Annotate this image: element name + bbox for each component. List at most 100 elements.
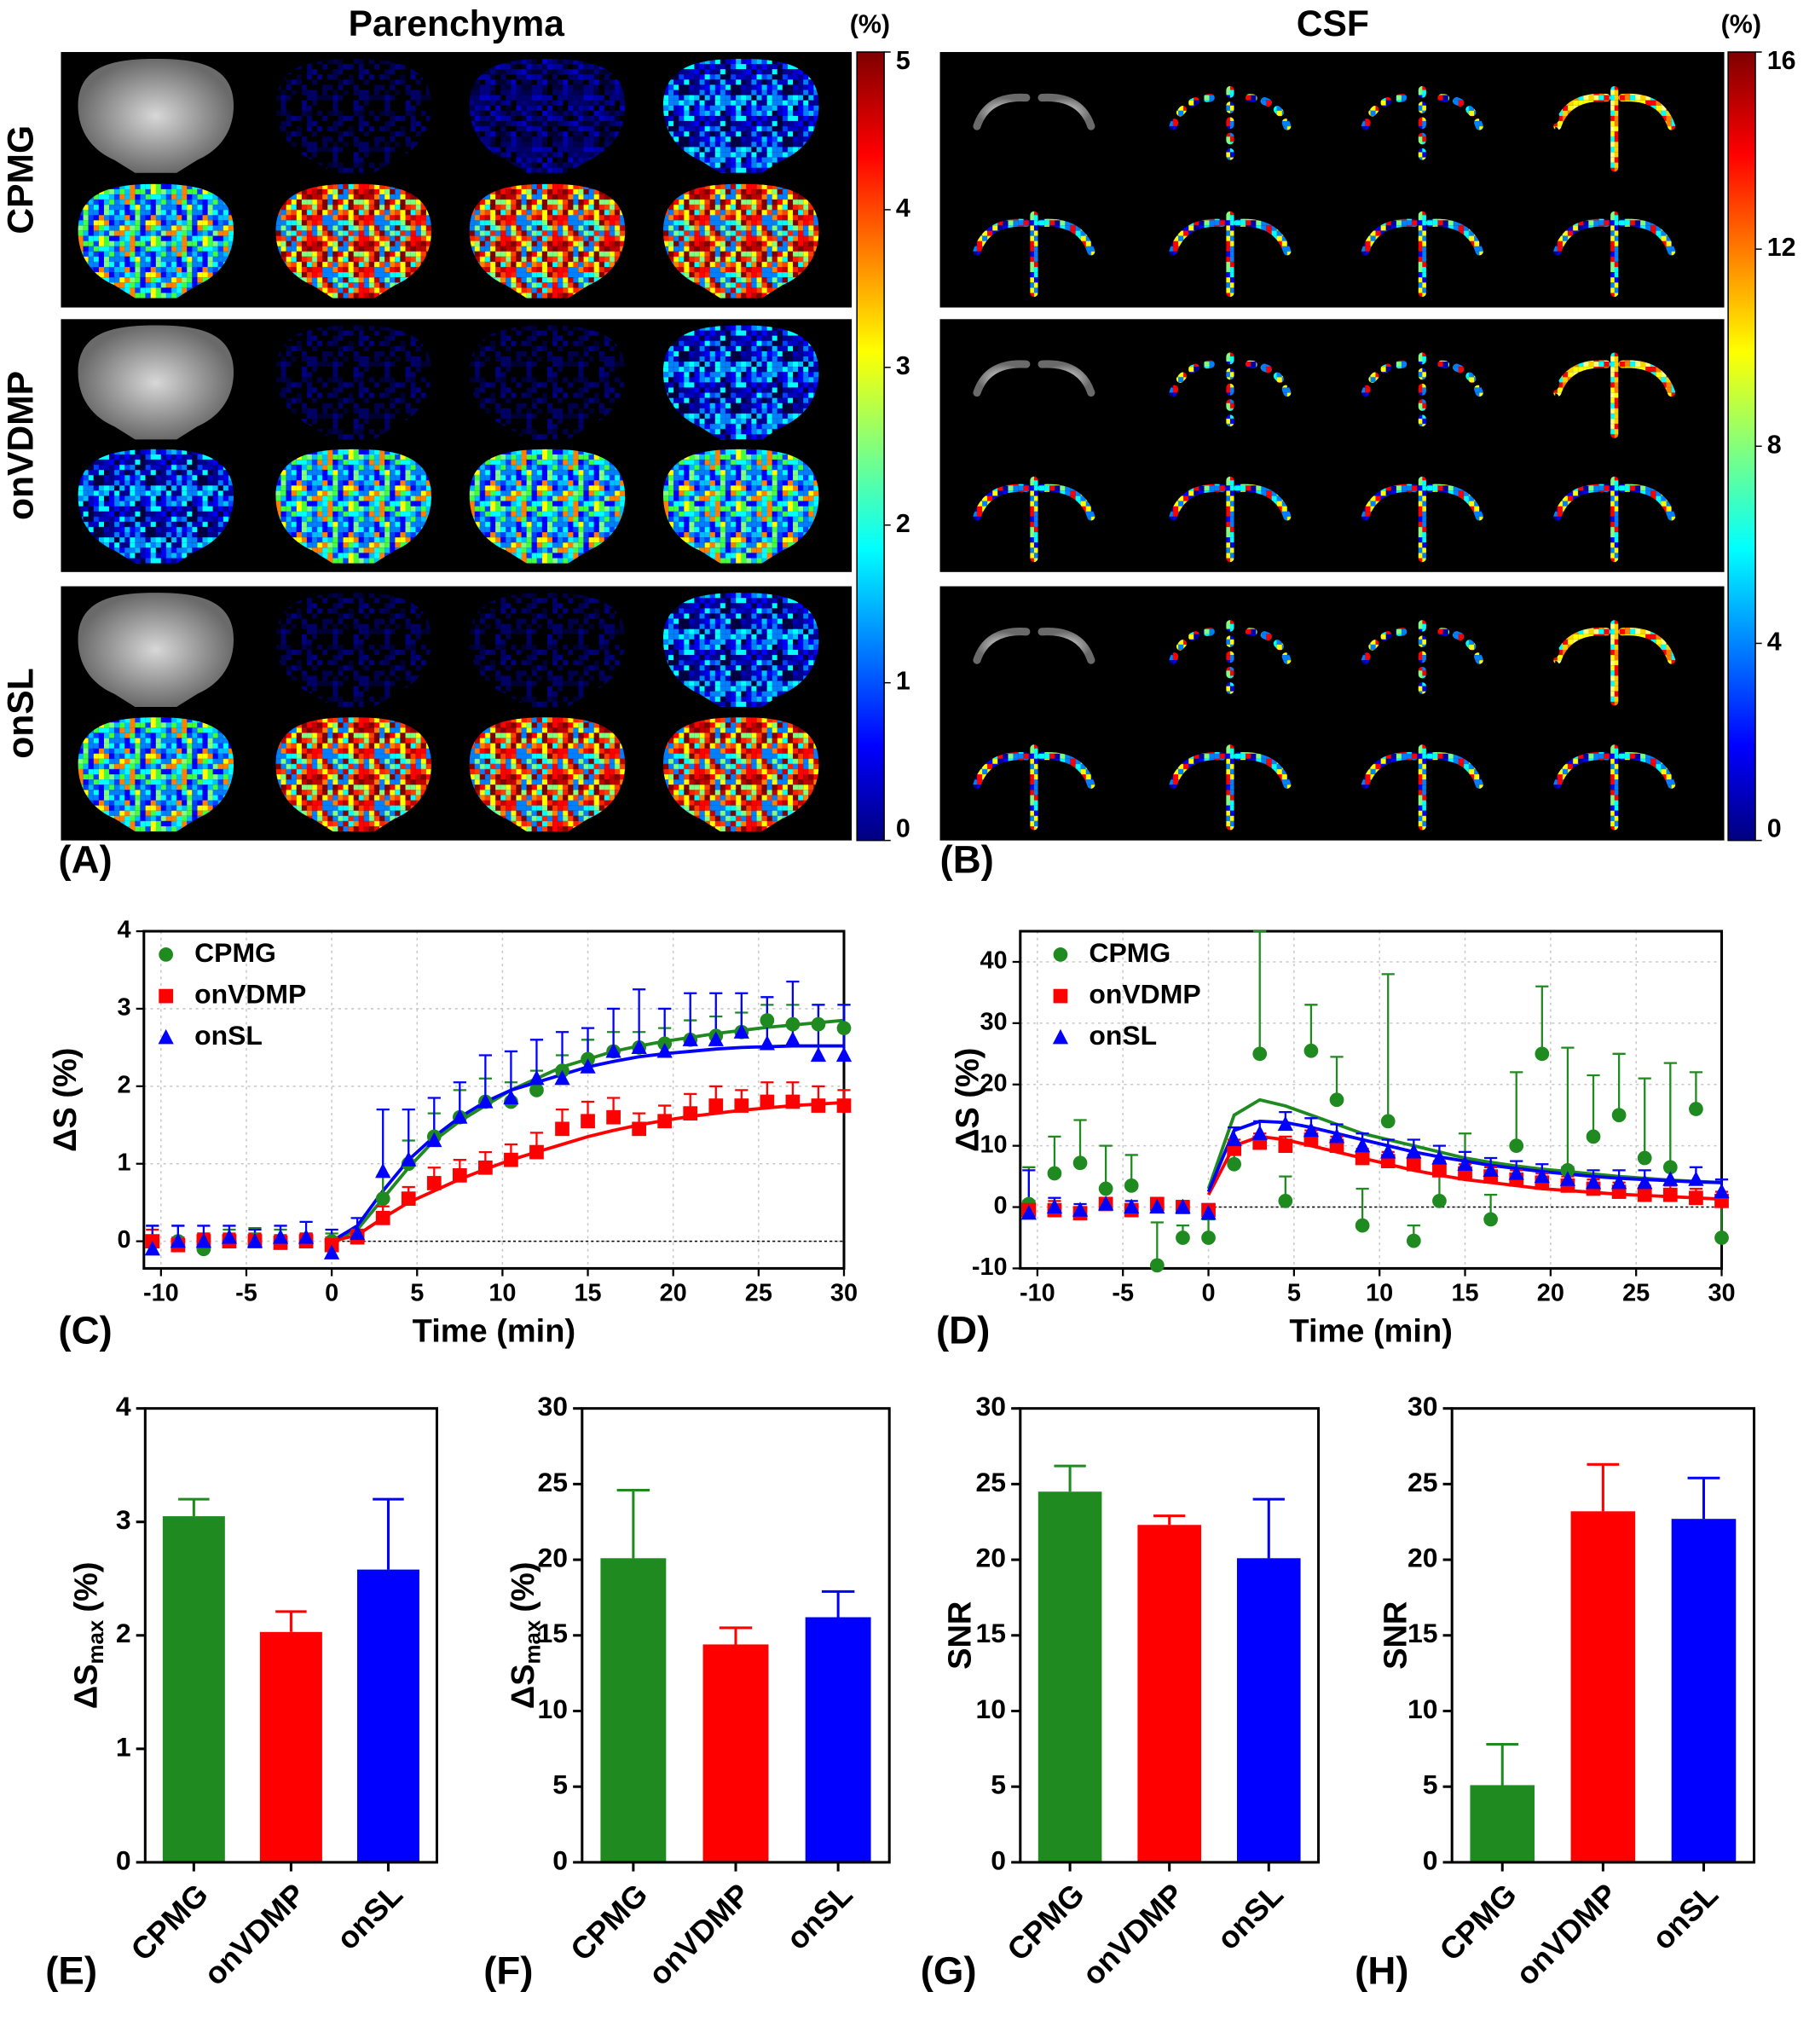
y-axis-label-unit: (%) [68,1561,104,1612]
y-tick-label: 25 [976,1467,1007,1497]
legend-label: CPMG [194,937,276,968]
marker [401,1151,417,1167]
error-bar [616,1488,650,1559]
colorbar-tick-label: 5 [896,46,910,75]
bar [162,1516,225,1862]
brain-slice [275,717,431,832]
marker [683,1106,698,1121]
ventricle [1425,360,1483,397]
y-tick-label: 2 [116,1618,131,1648]
y-tick-label: 20 [976,1543,1007,1573]
ventricle [1361,93,1419,130]
plot-frame [143,1407,439,1864]
marker [1124,1178,1139,1193]
y-tick-label: 15 [976,1618,1007,1648]
map-image [78,58,234,173]
map-background [939,319,1725,572]
marker [144,1240,160,1256]
marker [708,1031,724,1046]
brain-slice [662,449,819,564]
y-tick-label: -10 [972,1254,1008,1281]
marker [1277,1115,1293,1132]
brain-slice [662,325,819,440]
marker [1046,1198,1063,1214]
y-tick-label: 0 [991,1844,1006,1875]
error-bar [1330,1056,1344,1100]
ventricle [1038,752,1095,789]
ventricle [973,93,1031,130]
x-tick-label: onSL [1210,1877,1289,1956]
brain-slice [275,325,431,440]
x-tick-label: -10 [143,1279,179,1306]
ventricle [1361,628,1419,664]
marker [733,1023,749,1039]
x-tick-label: onVDMP [642,1877,757,1992]
marker [1354,1137,1371,1153]
y-tick-label: 15 [1407,1618,1438,1648]
map-image [973,620,1095,706]
plot-frame [1450,1407,1756,1864]
y-tick-label: 20 [538,1543,569,1573]
bar [259,1631,322,1862]
marker [1149,1258,1165,1273]
marker [1124,1198,1140,1214]
error-bar [1587,1074,1600,1137]
x-tick-label: 0 [325,1279,338,1306]
marker [555,1121,569,1137]
marker [1432,1193,1447,1208]
ventricle [973,218,1031,256]
marker [1688,1171,1704,1186]
marker [682,1031,698,1046]
plot-frame [581,1407,891,1864]
ventricle [1425,218,1483,256]
y-tick-label: 30 [976,1391,1007,1422]
map-image [1361,744,1483,831]
marker [246,1232,263,1248]
x-tick-label: -5 [235,1279,257,1306]
y-tick-label: 3 [118,994,131,1022]
y-tick-label: 40 [980,947,1007,975]
brain-slice [78,593,234,707]
map-image [1553,211,1676,298]
map-image [1361,620,1483,706]
marker [606,1109,621,1125]
map-image [1361,352,1483,438]
marker [632,1121,647,1137]
marker [631,1039,647,1054]
error-bar [821,1589,855,1618]
map-image [1553,620,1676,706]
marker [1457,1155,1473,1171]
marker [1098,1196,1114,1211]
map-image [469,58,626,173]
error-bar [178,1497,210,1517]
marker [195,1232,212,1248]
ventricle [1553,93,1611,130]
marker [1175,1198,1191,1214]
marker [452,1109,468,1124]
marker [529,1144,544,1160]
marker [1662,1171,1679,1186]
brain-slice [78,717,234,832]
x-tick-label: CPMG [564,1877,654,1967]
colorbar-tick-label: 2 [896,509,910,538]
ventricle [1425,628,1483,664]
brain-slice [78,449,234,564]
error-bar [275,1610,307,1632]
legend-marker [1053,947,1068,962]
x-tick-label: CPMG [1432,1877,1523,1967]
x-tick-label: onSL [330,1877,409,1956]
plot-frame [1019,1407,1321,1864]
x-tick-label: onVDMP [1509,1877,1624,1992]
ventricle [1425,752,1483,789]
injection-label: Injection [637,591,668,708]
map-image [1169,620,1292,706]
ventricle [1169,218,1227,256]
x-tick-label: 30 [1708,1279,1735,1306]
marker [1355,1150,1370,1166]
bar [1671,1519,1737,1862]
legend-label: onVDMP [194,979,306,1010]
map-image [275,717,431,832]
ventricle [1553,483,1611,521]
ventricle [1234,93,1292,130]
marker [835,1046,853,1063]
